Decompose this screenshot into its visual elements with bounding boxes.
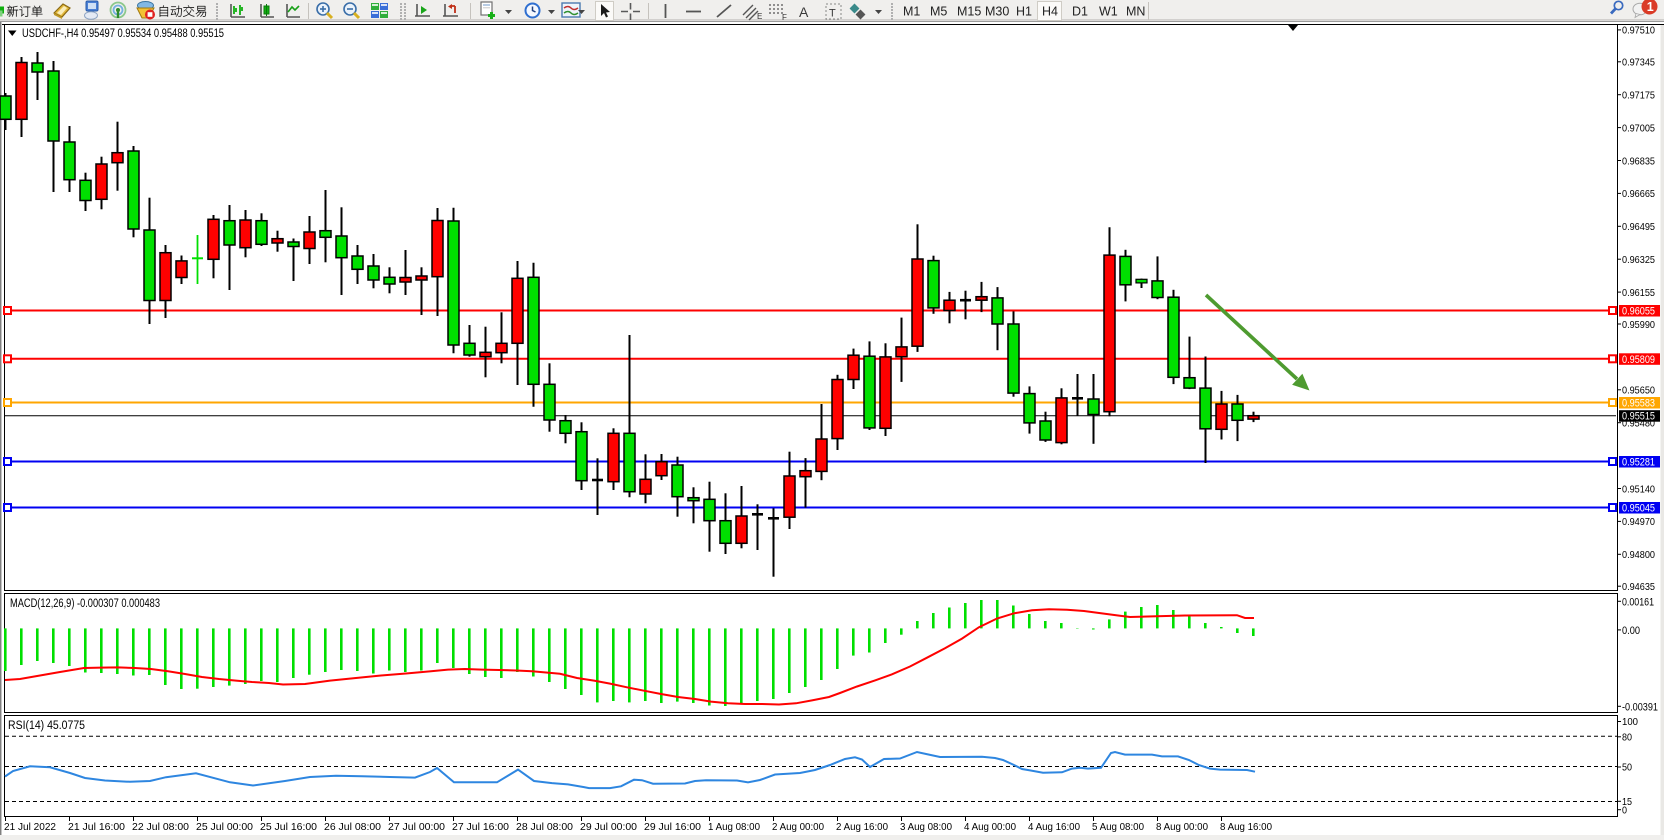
svg-text:M5: M5 [930,5,947,19]
svg-text:0.95045: 0.95045 [1622,503,1655,515]
svg-text:2 Aug 00:00: 2 Aug 00:00 [772,821,824,833]
svg-text:25 Jul 16:00: 25 Jul 16:00 [260,821,317,833]
svg-text:26 Jul 08:00: 26 Jul 08:00 [324,821,381,833]
svg-text:27 Jul 16:00: 27 Jul 16:00 [452,821,509,833]
svg-text:3 Aug 08:00: 3 Aug 08:00 [900,821,952,833]
svg-text:W1: W1 [1099,5,1118,19]
svg-text:E: E [757,12,762,21]
svg-text:0.97005: 0.97005 [1622,122,1655,134]
svg-text:0.95990: 0.95990 [1622,319,1655,331]
svg-text:0.96495: 0.96495 [1622,221,1655,233]
svg-text:MN: MN [1126,5,1145,19]
svg-text:29 Jul 00:00: 29 Jul 00:00 [580,821,637,833]
svg-text:50: 50 [1622,762,1632,774]
svg-text:4 Aug 00:00: 4 Aug 00:00 [964,821,1016,833]
svg-text:-0.00391: -0.00391 [1622,701,1658,713]
svg-text:0.95140: 0.95140 [1622,483,1655,495]
svg-text:0.94800: 0.94800 [1622,549,1655,561]
svg-text:21 Jul 16:00: 21 Jul 16:00 [68,821,125,833]
svg-text:8 Aug 16:00: 8 Aug 16:00 [1220,821,1272,833]
svg-text:0.94635: 0.94635 [1622,581,1655,593]
svg-text:M30: M30 [985,5,1009,19]
svg-text:2 Aug 16:00: 2 Aug 16:00 [836,821,888,833]
svg-text:0.95650: 0.95650 [1622,385,1655,397]
svg-text:0.97175: 0.97175 [1622,90,1655,102]
svg-text:0.96155: 0.96155 [1622,287,1655,299]
svg-text:1: 1 [1647,0,1654,14]
svg-text:RSI(14) 45.0775: RSI(14) 45.0775 [8,720,85,732]
svg-text:25 Jul 00:00: 25 Jul 00:00 [196,821,253,833]
svg-text:0.96665: 0.96665 [1622,188,1655,200]
svg-text:A: A [799,4,809,20]
svg-text:M1: M1 [903,5,920,19]
svg-text:5 Aug 08:00: 5 Aug 08:00 [1092,821,1144,833]
svg-text:M15: M15 [957,5,981,19]
svg-text:29 Jul 16:00: 29 Jul 16:00 [644,821,701,833]
svg-text:0.95515: 0.95515 [1622,411,1655,423]
svg-text:100: 100 [1622,716,1638,728]
svg-text:0.97510: 0.97510 [1622,25,1655,37]
svg-text:D1: D1 [1072,5,1088,19]
svg-text:0.00: 0.00 [1622,625,1640,637]
svg-text:T: T [829,8,836,20]
svg-text:0.96055: 0.96055 [1622,306,1655,318]
svg-text:22 Jul 08:00: 22 Jul 08:00 [132,821,189,833]
svg-text:0: 0 [1622,804,1627,816]
svg-text:0.96325: 0.96325 [1622,254,1655,266]
svg-text:H1: H1 [1016,5,1032,19]
svg-text:8 Aug 00:00: 8 Aug 00:00 [1156,821,1208,833]
svg-text:15: 15 [1622,796,1632,808]
svg-text:0.00161: 0.00161 [1622,596,1654,608]
svg-text:4 Aug 16:00: 4 Aug 16:00 [1028,821,1080,833]
svg-text:27 Jul 00:00: 27 Jul 00:00 [388,821,445,833]
svg-text:H4: H4 [1042,5,1058,19]
svg-text:0.94970: 0.94970 [1622,516,1655,528]
svg-text:MACD(12,26,9) -0.000307 0.0004: MACD(12,26,9) -0.000307 0.000483 [10,598,160,610]
svg-text:0.95583: 0.95583 [1622,398,1655,410]
svg-text:0.95281: 0.95281 [1622,457,1655,469]
svg-text:USDCHF-,H4 0.95497 0.95534 0.: USDCHF-,H4 0.95497 0.95534 0.95488 0.955… [22,28,224,40]
svg-text:80: 80 [1622,731,1632,743]
svg-text:0.96835: 0.96835 [1622,155,1655,167]
svg-text:0.95809: 0.95809 [1622,354,1655,366]
svg-text:F: F [782,13,787,22]
svg-text:1 Aug 08:00: 1 Aug 08:00 [708,821,760,833]
svg-text:0.97345: 0.97345 [1622,57,1655,69]
svg-text:28 Jul 08:00: 28 Jul 08:00 [516,821,573,833]
svg-text:21 Jul 2022: 21 Jul 2022 [4,821,56,833]
